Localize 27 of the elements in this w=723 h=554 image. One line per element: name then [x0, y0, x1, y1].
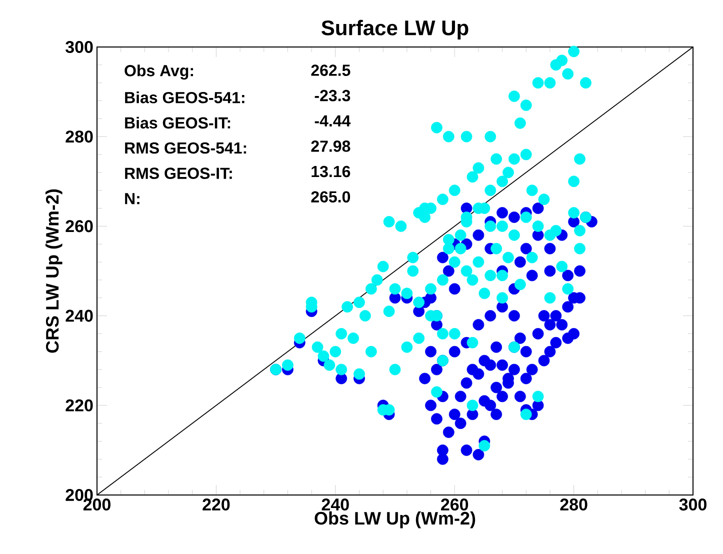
y-tick-label: 220	[66, 399, 93, 412]
x-axis-title: Obs LW Up (Wm-2)	[314, 511, 476, 528]
annotation: Bias GEOS-IT:	[125, 116, 230, 129]
x-tick-label: 260	[441, 498, 468, 511]
y-tick-label: 280	[66, 130, 93, 143]
annotation: 262.5	[311, 64, 350, 76]
x-tick-label: 220	[202, 498, 230, 511]
annotation: 265.0	[311, 191, 350, 203]
annotation: RMS GEOS-IT:	[125, 168, 232, 179]
y-tick-label: 240	[66, 310, 93, 322]
y-axis-title: CRS LW Up (Wm-2)	[45, 189, 62, 353]
x-tick-label: 200	[83, 498, 110, 511]
annotation: 27.98	[311, 140, 350, 152]
annotation: Bias GEOS-541:	[125, 92, 244, 104]
annotation: -23.3	[314, 90, 350, 102]
annotation: N:	[125, 193, 140, 204]
y-tick-label: 260	[66, 220, 93, 232]
x-tick-label: 280	[560, 498, 588, 511]
chart-title: Surface LW Up	[322, 20, 468, 40]
annotation: RMS GEOS-541:	[125, 142, 246, 154]
y-tick-label: 200	[66, 488, 93, 502]
y-tick-label: 300	[66, 40, 93, 54]
annotation: Obs Avg:	[124, 64, 194, 80]
x-tick-label: 300	[679, 498, 706, 511]
annotation: 13.16	[312, 166, 350, 178]
annotation: -4.44	[314, 115, 351, 126]
x-tick-label: 240	[322, 498, 349, 511]
